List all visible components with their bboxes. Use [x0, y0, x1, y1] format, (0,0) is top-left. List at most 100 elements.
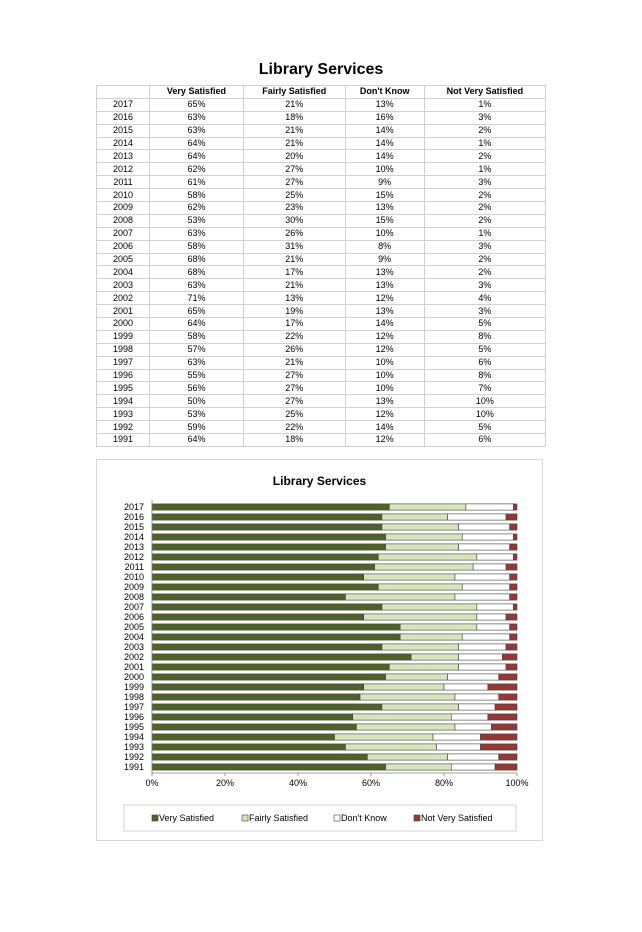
cell-fairly-satisfied: 30% — [242, 213, 346, 228]
legend-swatch — [151, 814, 159, 822]
bar-segment — [151, 673, 386, 681]
bar-segment — [151, 613, 364, 621]
bar-segment — [151, 553, 379, 561]
bar-segment — [458, 703, 496, 711]
cell-fairly-satisfied: 23% — [242, 201, 346, 215]
y-tick-label: 2009 — [124, 582, 144, 592]
cell-very-satisfied: 62% — [149, 201, 244, 215]
bar-segment — [513, 533, 518, 541]
cell-year: 1995 — [96, 381, 150, 396]
bar-segment — [363, 613, 478, 621]
cell-fairly-satisfied: 26% — [242, 226, 346, 241]
cell-not-very-satisfied: 2% — [423, 149, 547, 164]
cell-not-very-satisfied: 3% — [423, 304, 547, 319]
bar-segment — [374, 563, 474, 571]
bar-segment — [151, 763, 386, 771]
cell-dont-know: 10% — [344, 355, 425, 370]
table-row: 2012 62% 27% 10% 1% — [96, 162, 547, 177]
cell-very-satisfied: 63% — [149, 110, 244, 125]
cell-fairly-satisfied: 18% — [242, 110, 346, 125]
cell-year: 2017 — [96, 97, 150, 112]
bar-segment — [458, 523, 511, 531]
cell-not-very-satisfied: 1% — [423, 97, 547, 112]
bar-segment — [513, 503, 518, 511]
bar-segment — [151, 543, 386, 551]
bar-segment — [381, 603, 478, 611]
cell-year: 2001 — [96, 304, 150, 319]
cell-not-very-satisfied: 2% — [423, 188, 547, 203]
bar-segment — [151, 743, 346, 751]
bar-segment — [458, 543, 511, 551]
table-row: 1992 59% 22% 14% 5% — [96, 420, 547, 435]
bar-segment — [458, 643, 507, 651]
bar-segment — [385, 673, 448, 681]
cell-year: 1991 — [96, 433, 150, 447]
cell-very-satisfied: 63% — [149, 278, 244, 293]
cell-year: 2013 — [96, 149, 150, 164]
y-tick-label: 2011 — [125, 562, 144, 572]
bar-segment — [480, 743, 518, 751]
chart-frame: Library Services 2017 2016 2015 2014 2013 2012… — [96, 459, 543, 841]
bar-segment — [447, 513, 507, 521]
cell-year: 1999 — [96, 329, 150, 344]
cell-very-satisfied: 50% — [149, 394, 244, 409]
header-year — [96, 85, 150, 99]
cell-dont-know: 13% — [344, 304, 425, 319]
bar-segment — [498, 673, 518, 681]
cell-not-very-satisfied: 6% — [423, 433, 547, 447]
cell-fairly-satisfied: 25% — [242, 188, 346, 203]
cell-not-very-satisfied: 2% — [423, 123, 547, 138]
bar-segment — [487, 713, 518, 721]
cell-not-very-satisfied: 10% — [423, 394, 547, 409]
table-row: 1998 57% 26% 12% 5% — [96, 342, 547, 357]
cell-fairly-satisfied: 22% — [242, 329, 346, 344]
bar-segment — [151, 713, 354, 721]
bar-segment — [476, 553, 514, 561]
cell-fairly-satisfied: 31% — [242, 239, 346, 254]
cell-year: 2004 — [96, 265, 150, 280]
bar-segment — [388, 503, 467, 511]
bar-segment — [505, 663, 518, 671]
cell-very-satisfied: 68% — [149, 265, 244, 280]
bar-segment — [509, 573, 518, 581]
x-tick-label: 100% — [505, 778, 528, 788]
cell-dont-know: 12% — [344, 329, 425, 344]
bar-segment — [151, 643, 383, 651]
bar-segment — [465, 503, 514, 511]
cell-very-satisfied: 64% — [149, 149, 244, 164]
y-tick-label: 1994 — [124, 732, 144, 742]
bar-segment — [509, 583, 518, 591]
bar-segment — [480, 733, 518, 741]
y-tick-label: 2006 — [124, 612, 144, 622]
bar-segment — [461, 583, 511, 591]
cell-very-satisfied: 55% — [149, 368, 244, 383]
bar-segment — [454, 593, 511, 601]
bar-segment — [454, 723, 492, 731]
cell-very-satisfied: 61% — [149, 175, 244, 190]
table-row: 2015 63% 21% 14% 2% — [96, 123, 547, 138]
cell-very-satisfied: 65% — [149, 97, 244, 112]
bar-segment — [443, 683, 489, 691]
y-tick-label: 2001 — [124, 662, 144, 672]
bar-segment — [151, 723, 357, 731]
table-header-row: Very Satisfied Fairly Satisfied Don't Kn… — [96, 85, 547, 99]
bar-segment — [151, 693, 361, 701]
cell-fairly-satisfied: 27% — [242, 175, 346, 190]
x-tick-label: 40% — [289, 778, 307, 788]
cell-year: 2009 — [96, 201, 150, 215]
y-tick-label: 2002 — [124, 652, 144, 662]
table-row: 1995 56% 27% 10% 7% — [96, 381, 547, 396]
cell-dont-know: 12% — [344, 291, 425, 306]
cell-not-very-satisfied: 3% — [423, 175, 547, 190]
cell-year: 2014 — [96, 136, 150, 151]
bar-segment — [151, 753, 368, 761]
table-row: 1997 63% 21% 10% 6% — [96, 355, 547, 370]
cell-not-very-satisfied: 6% — [423, 355, 547, 370]
cell-not-very-satisfied: 2% — [423, 213, 547, 228]
cell-very-satisfied: 59% — [149, 420, 244, 435]
cell-year: 2003 — [96, 278, 150, 293]
bar-segment — [491, 723, 518, 731]
cell-not-very-satisfied: 3% — [423, 239, 547, 254]
legend-label: Very Satisfied — [159, 813, 214, 823]
y-tick-label: 2004 — [124, 632, 144, 642]
